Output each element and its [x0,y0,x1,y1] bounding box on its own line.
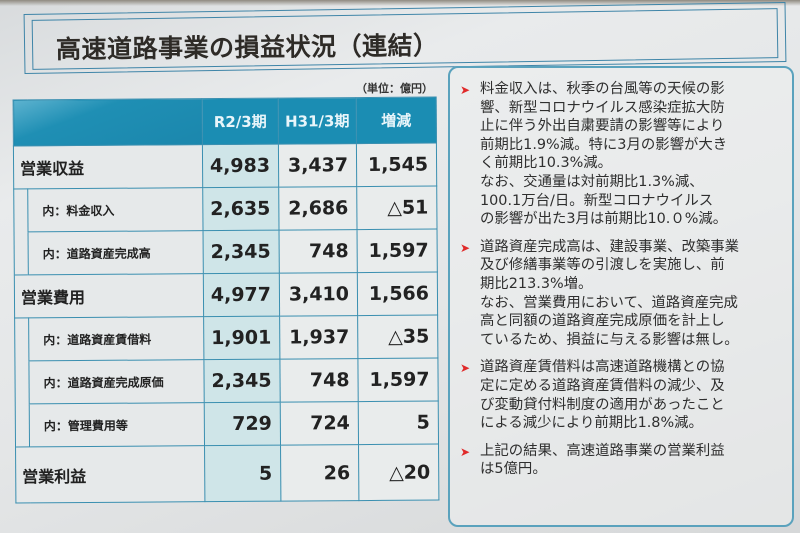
table-row: 内：道路資産賃借料 1,901 1,937 △35 [14,315,438,361]
cell-diff: 5 [358,401,439,445]
indent-spacer [15,403,30,447]
header-diff: 増減 [356,97,437,144]
cell-r2: 4,977 [203,273,280,317]
cell-diff: 1,545 [356,143,437,187]
notes-panel: ➤ 料金収入は、秋季の台風等の天候の影 響、新型コロナウイルス感染症拡大防 止に… [448,66,794,527]
cell-diff: △51 [356,186,438,230]
cell-r2: 729 [204,402,281,446]
table-row: 内：料金収入 2,635 2,686 △51 [13,186,438,232]
cell-h31: 748 [279,358,359,403]
note-text: 上記の結果、高速道路事業の営業利益 は5億円。 [480,442,725,478]
row-label: 営業費用 [14,273,204,318]
red-arrow-bullet-icon: ➤ [460,240,471,255]
cell-r2: 2,345 [203,230,280,274]
cell-h31: 1,937 [279,315,358,360]
note-text: 道路資産賃借料は高速道路機構との協 定に定める道路資産賃借料の減少、及 び変動貸… [480,359,725,432]
slide-title: 高速道路事業の損益状況（連結） [55,30,439,65]
row-label: 営業収益 [13,144,203,189]
cell-h31: 26 [280,444,359,502]
row-label: 内：料金収入 [27,187,204,232]
note-item: ➤ 道路資産完成高は、建設事業、改築事業 及び修繕事業等の引渡しを実施し、前 期… [460,238,782,350]
note-item: ➤ 道路資産賃借料は高速道路機構との協 定に定める道路資産賃借料の減少、及 び変… [460,358,782,432]
cell-h31: 2,686 [278,186,358,231]
header-h31: H31/3期 [278,97,357,145]
cell-r2: 5 [204,445,281,502]
indent-spacer [14,231,29,275]
cell-diff: 1,597 [357,229,438,273]
table-row: 営業収益 4,983 3,437 1,545 [13,143,437,189]
indent-spacer [13,188,29,232]
cell-diff: △20 [358,444,439,501]
red-arrow-bullet-icon: ➤ [460,83,471,97]
table-row: 内：道路資産完成高 2,345 748 1,597 [14,229,438,275]
indent-spacer [14,360,30,404]
table-row: 内：道路資産完成原価 2,345 748 1,597 [14,358,439,404]
table-row: 営業利益 5 26 △20 [15,444,439,503]
profit-loss-table: R2/3期 H31/3期 増減 営業収益 4,983 3,437 1,545 内… [13,97,440,504]
indent-spacer [14,317,29,361]
note-item: ➤ 料金収入は、秋季の台風等の天候の影 響、新型コロナウイルス感染症拡大防 止に… [460,80,782,229]
cell-r2: 2,635 [202,187,280,231]
cell-r2: 4,983 [202,144,279,188]
cell-h31: 748 [279,229,358,274]
row-label: 営業利益 [15,445,205,503]
red-arrow-bullet-icon: ➤ [460,361,471,376]
header-r2: R2/3期 [202,98,279,145]
cell-r2: 1,901 [203,316,280,360]
red-arrow-bullet-icon: ➤ [460,444,471,459]
row-label: 内：道路資産完成高 [28,230,204,275]
cell-h31: 3,437 [278,143,357,188]
header-corner [13,98,203,146]
cell-diff: △35 [357,315,438,359]
cell-h31: 3,410 [279,272,358,317]
note-text: 道路資産完成高は、建設事業、改築事業 及び修繕事業等の引渡しを実施し、前 期比2… [480,238,740,348]
note-text: 料金収入は、秋季の台風等の天候の影 響、新型コロナウイルス感染症拡大防 止に伴う… [480,81,728,228]
cell-h31: 724 [280,401,359,446]
unit-label: （単位：億円） [356,82,433,95]
cell-r2: 2,345 [203,359,281,403]
table-header-row: R2/3期 H31/3期 増減 [13,97,437,146]
cell-diff: 1,566 [357,272,438,316]
table-row: 営業費用 4,977 3,410 1,566 [14,272,438,318]
row-label: 内：道路資産賃借料 [28,316,204,361]
row-label: 内：管理費用等 [29,402,205,447]
note-item: ➤ 上記の結果、高速道路事業の営業利益 は5億円。 [460,442,782,479]
cell-diff: 1,597 [357,358,439,402]
photo-top-edge [0,0,800,6]
row-label: 内：道路資産完成原価 [28,359,205,404]
table-row: 内：管理費用等 729 724 5 [15,401,439,447]
